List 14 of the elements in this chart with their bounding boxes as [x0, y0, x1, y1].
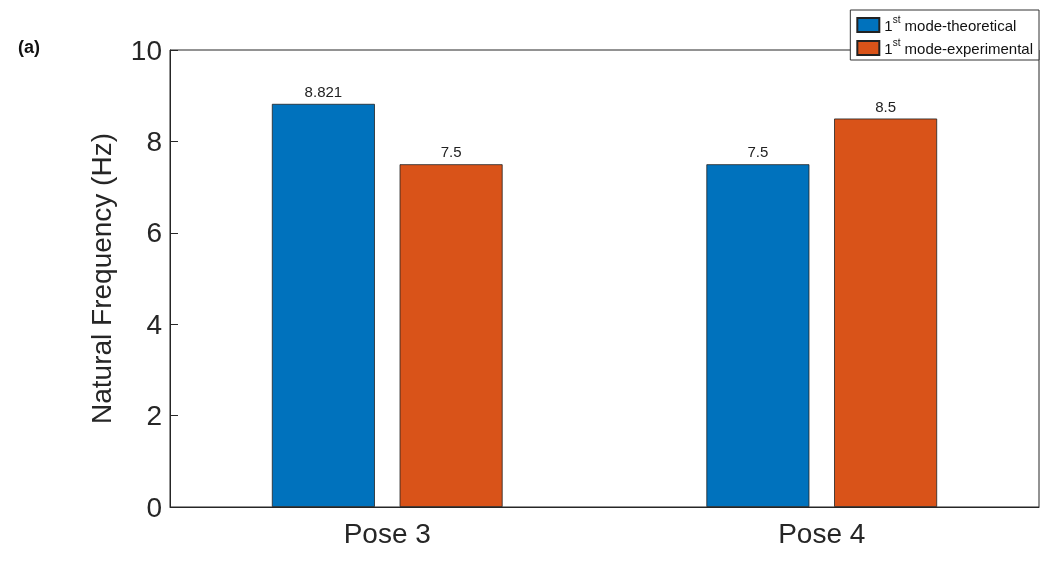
y-tick-label: 6 — [146, 217, 162, 249]
data-label: 8.5 — [875, 97, 897, 115]
y-tick-label: 4 — [146, 308, 162, 340]
y-tick-label: 10 — [130, 34, 162, 66]
text: (a) — [18, 37, 40, 57]
data-label: 8.821 — [304, 82, 343, 100]
data-label: 7.5 — [440, 143, 462, 161]
y-tick-label: 8 — [146, 125, 162, 157]
x-tick-label: Pose 3 — [343, 517, 431, 549]
data-label: 7.5 — [747, 143, 769, 161]
y-axis-title: Natural Frequency (Hz) — [85, 133, 117, 424]
y-tick-label: 2 — [146, 400, 162, 432]
y-tick-label: 0 — [146, 491, 162, 523]
x-tick-label: Pose 4 — [778, 517, 866, 549]
